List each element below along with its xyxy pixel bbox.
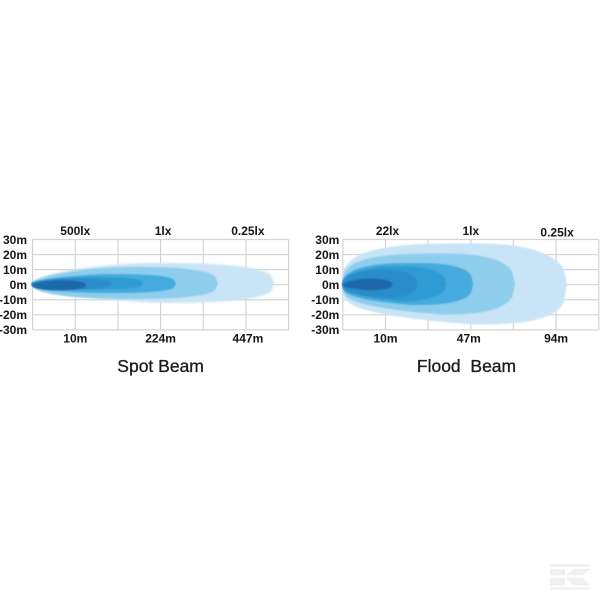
svg-text:30m: 30m [3, 233, 27, 247]
svg-text:20m: 20m [3, 248, 27, 262]
svg-text:1lx: 1lx [462, 224, 479, 238]
svg-text:0.25lx: 0.25lx [231, 224, 265, 238]
svg-text:Spot Beam: Spot Beam [117, 356, 204, 376]
svg-text:447m: 447m [233, 332, 264, 346]
svg-text:-20m: -20m [311, 308, 339, 322]
svg-text:500lx: 500lx [60, 224, 90, 238]
svg-text:1lx: 1lx [155, 224, 172, 238]
svg-text:10m: 10m [63, 332, 87, 346]
svg-text:94m: 94m [544, 332, 568, 346]
svg-text:0m: 0m [10, 278, 27, 292]
svg-text:Flood Beam: Flood Beam [417, 356, 516, 376]
svg-text:0.25lx: 0.25lx [540, 226, 574, 240]
svg-text:-30m: -30m [0, 323, 27, 337]
svg-text:10m: 10m [3, 263, 27, 277]
svg-text:22lx: 22lx [376, 224, 400, 238]
svg-text:47m: 47m [457, 332, 481, 346]
svg-text:-20m: -20m [0, 308, 27, 322]
svg-text:10m: 10m [315, 263, 339, 277]
svg-text:20m: 20m [315, 248, 339, 262]
svg-text:-10m: -10m [311, 293, 339, 307]
svg-text:-30m: -30m [311, 323, 339, 337]
svg-text:30m: 30m [315, 233, 339, 247]
svg-text:-10m: -10m [0, 293, 27, 307]
svg-text:0m: 0m [322, 278, 339, 292]
svg-text:10m: 10m [373, 332, 397, 346]
svg-text:224m: 224m [145, 332, 176, 346]
